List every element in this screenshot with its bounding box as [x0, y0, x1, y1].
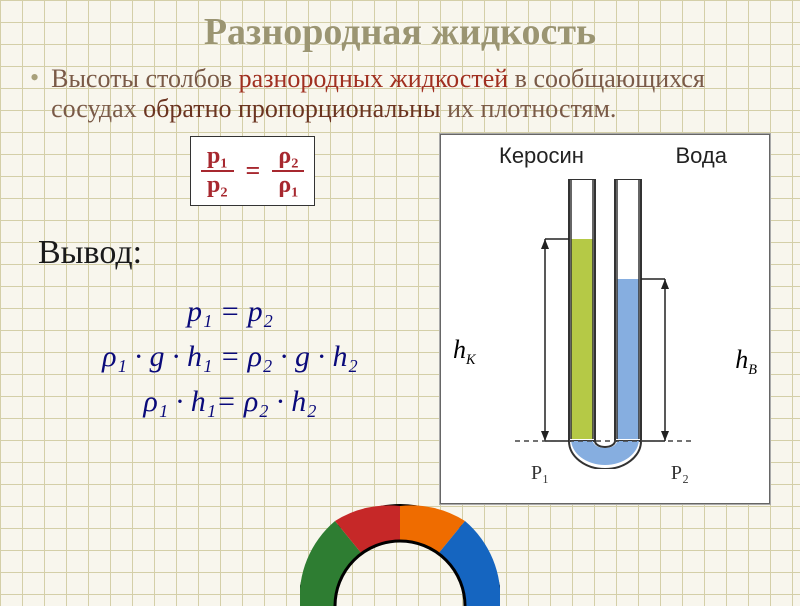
p2-label: P₂ [671, 462, 689, 485]
paragraph-text: Высоты столбов разнородных жидкостей в с… [51, 64, 770, 124]
content-area: p₁ p₂ = ρ₂ ρ₁ Вывод: p₁ = p₂ ρ₁ · g · h₁… [0, 124, 800, 544]
page-title: Разнородная жидкость [0, 0, 800, 54]
rhs-fraction: ρ₂ ρ₁ [272, 143, 304, 199]
para-part5: их плотностям. [441, 94, 617, 123]
decorative-arc-icon [300, 496, 500, 606]
u-tube-svg [505, 179, 705, 469]
h-water-label: hВ [735, 345, 757, 379]
deriv-line3: ρ₁ · h₁= ρ₂ · h₂ [40, 379, 420, 424]
u-tube-diagram: Керосин Вода [440, 134, 770, 504]
deriv-line1: p₁ = p₂ [40, 289, 420, 334]
h-kerosene-label: hК [453, 335, 476, 369]
rhs-den: ρ₁ [272, 172, 304, 199]
paragraph-block: • Высоты столбов разнородных жидкостей в… [0, 54, 800, 124]
para-part4: обратно пропорциональны [143, 94, 440, 123]
lhs-num: p₁ [201, 143, 234, 172]
main-formula-box: p₁ p₂ = ρ₂ ρ₁ [190, 136, 315, 206]
para-part2: разнородных жидкостей [239, 64, 509, 93]
para-part1: Высоты столбов [51, 64, 239, 93]
p1-label: P₁ [531, 462, 549, 485]
lhs-den: p₂ [201, 172, 234, 199]
rhs-num: ρ₂ [272, 143, 304, 172]
deriv-line2: ρ₁ · g · h₁ = ρ₂ · g · h₂ [40, 334, 420, 379]
bullet-icon: • [30, 64, 39, 93]
lhs-fraction: p₁ p₂ [201, 143, 234, 199]
water-label: Вода [676, 143, 728, 169]
equals-sign: = [246, 156, 261, 186]
conclusion-label: Вывод: [38, 234, 142, 272]
kerosene-label: Керосин [499, 143, 584, 169]
derivation-block: p₁ = p₂ ρ₁ · g · h₁ = ρ₂ · g · h₂ ρ₁ · h… [40, 289, 420, 424]
